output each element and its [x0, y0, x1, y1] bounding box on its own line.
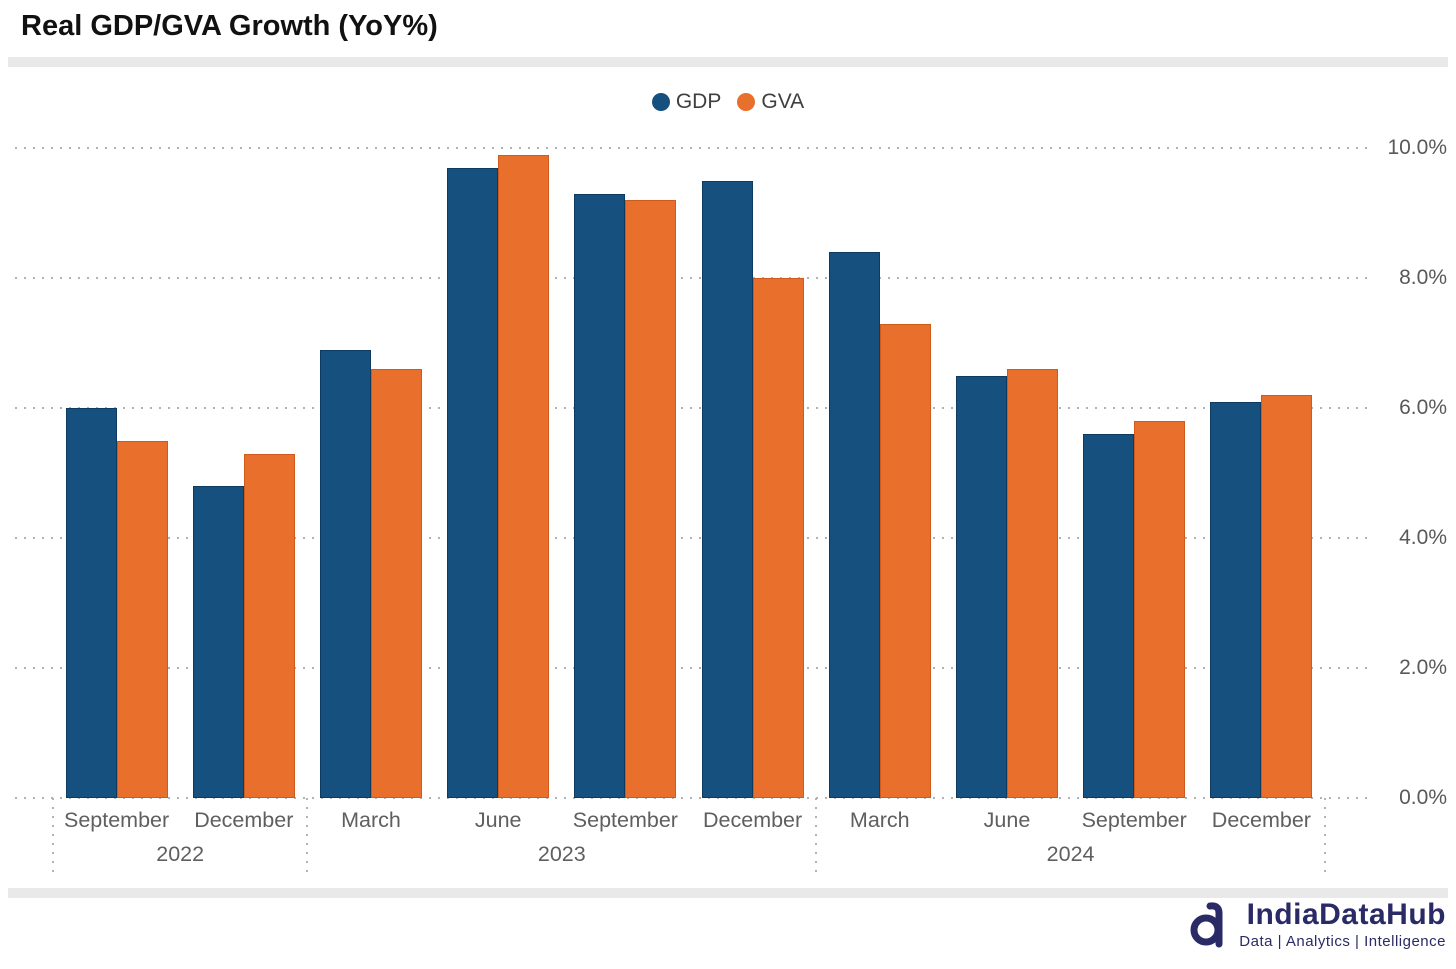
x-tick-label-0: September: [64, 808, 170, 832]
brand-text-block: IndiaDataHub Data | Analytics | Intellig…: [1239, 898, 1446, 950]
gridline-8pct: [15, 277, 1367, 279]
indiadatahub-logo: IndiaDataHub Data | Analytics | Intellig…: [1189, 898, 1446, 950]
gridline-10pct: [15, 147, 1367, 149]
legend-item-gdp: GDP: [651, 90, 722, 114]
x-tick-label-3: June: [474, 808, 522, 832]
bar-gva-march-6: [879, 323, 931, 798]
bar-gva-september-8: [1134, 421, 1186, 798]
bar-gva-december-1: [243, 453, 295, 798]
legend-label-gdp: GDP: [675, 90, 722, 113]
gridline-6pct: [15, 407, 1367, 409]
indiadatahub-logo-icon: [1190, 902, 1223, 948]
year-separator-line: [815, 798, 818, 877]
x-tick-label-5: December: [703, 808, 803, 832]
bar-gva-december-9: [1261, 395, 1313, 798]
bar-gdp-september-8: [1083, 434, 1135, 798]
bar-gdp-december-5: [701, 180, 753, 798]
gridline-2pct: [15, 667, 1367, 669]
bar-gdp-march-2: [320, 349, 371, 798]
year-separator-line: [1324, 798, 1326, 877]
bar-gva-september-4: [625, 200, 677, 798]
x-tick-label-8: September: [1081, 808, 1187, 832]
x-tick-label-9: December: [1211, 808, 1311, 832]
chart-plot-area: [53, 148, 1325, 798]
x-tick-label-7: June: [983, 808, 1031, 832]
footer-divider: [8, 888, 1448, 898]
y-tick-label-0pct: 0.0%: [1399, 786, 1447, 809]
title-divider: [8, 57, 1448, 67]
y-tick-label-8pct: 8.0%: [1399, 266, 1447, 289]
x-tick-label-4: September: [572, 808, 678, 832]
year-label-2023: 2023: [537, 842, 586, 866]
chart-legend: GDP GVA: [0, 90, 1456, 114]
bar-gva-september-0: [116, 440, 168, 798]
year-separator-line: [52, 798, 54, 877]
y-tick-label-2pct: 2.0%: [1399, 656, 1447, 679]
brand-tagline: Data | Analytics | Intelligence: [1239, 933, 1446, 950]
year-label-2022: 2022: [156, 842, 205, 866]
bar-gva-june-3: [498, 154, 550, 798]
year-separator-line: [306, 798, 309, 877]
bar-gva-march-2: [371, 369, 422, 798]
bar-gdp-september-0: [65, 408, 117, 798]
gridline-4pct: [15, 537, 1367, 539]
bar-gdp-june-3: [447, 167, 499, 798]
y-tick-label-6pct: 6.0%: [1399, 396, 1447, 419]
bar-gva-june-7: [1007, 369, 1058, 798]
legend-label-gva: GVA: [761, 90, 805, 113]
bar-gdp-december-9: [1210, 401, 1262, 798]
bar-gdp-december-1: [192, 486, 244, 798]
bar-gva-december-5: [752, 278, 804, 798]
x-tick-label-1: December: [194, 808, 294, 832]
brand-name: IndiaDataHub: [1246, 898, 1446, 931]
gva-legend-dot-icon: [737, 93, 756, 111]
legend-item-gva: GVA: [737, 90, 804, 114]
gridline-0pct: [15, 797, 1367, 799]
bar-gdp-september-4: [574, 193, 626, 798]
page-title: Real GDP/GVA Growth (YoY%): [21, 10, 438, 42]
x-tick-label-6: March: [849, 808, 910, 832]
y-tick-label-4pct: 4.0%: [1399, 526, 1447, 549]
bar-gdp-june-7: [956, 375, 1007, 798]
y-tick-label-10pct: 10.0%: [1387, 136, 1447, 159]
gdp-legend-dot-icon: [651, 93, 670, 111]
year-label-2024: 2024: [1046, 842, 1095, 866]
x-tick-label-2: March: [341, 808, 401, 832]
bar-gdp-march-6: [828, 252, 880, 798]
